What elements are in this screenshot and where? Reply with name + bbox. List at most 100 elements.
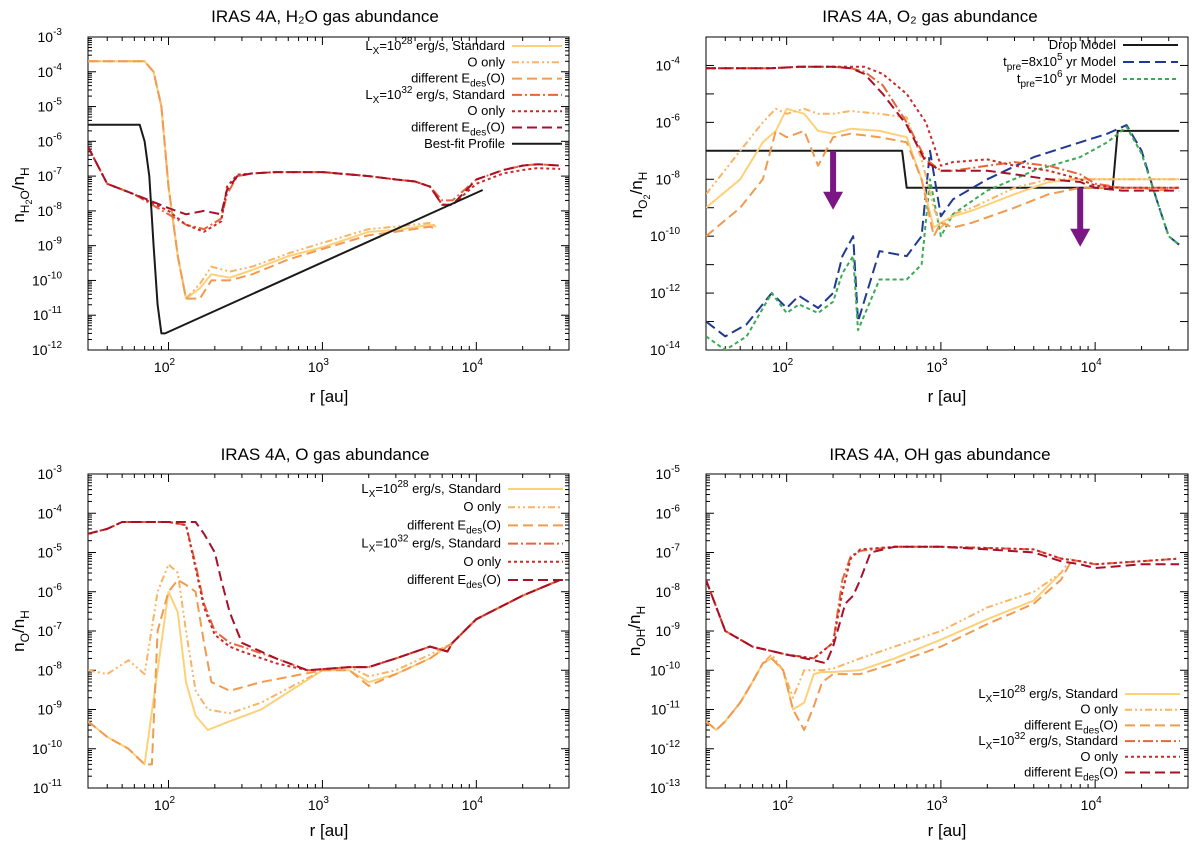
y-tick-label: 10-11	[33, 778, 63, 796]
y-tick-label: 10-7	[656, 543, 681, 561]
series-line	[706, 560, 1073, 731]
y-tick-label: 10-12	[650, 739, 680, 757]
y-tick-label: 10-12	[650, 283, 680, 301]
panel-h2o-xlabel: r [au]	[310, 387, 349, 406]
y-tick-label: 10-12	[32, 340, 62, 358]
y-tick-label: 10-4	[38, 503, 63, 521]
series-line	[706, 129, 1180, 189]
series-line	[706, 129, 1180, 238]
y-tick-label: 10-7	[38, 166, 63, 184]
x-tick-label: 102	[772, 357, 794, 375]
panel-oh-series	[706, 545, 1180, 731]
panel-oh-ylabel: nOH/nH	[625, 606, 648, 656]
y-tick-label: 10-4	[38, 62, 63, 80]
panel-o-xlabel: r [au]	[310, 821, 349, 840]
legend-label: different Edes(O)	[1024, 717, 1118, 736]
legend-label: LX=1032 erg/s, Standard	[361, 534, 501, 555]
x-tick-label: 102	[154, 795, 176, 813]
y-tick-label: 10-3	[38, 27, 63, 45]
y-tick-label: 10-6	[38, 131, 63, 149]
x-tick-label: 104	[462, 357, 484, 375]
legend-label: LX=1032 erg/s, Standard	[365, 85, 505, 106]
y-tick-label: 10-10	[650, 660, 680, 678]
legend-label: O only	[1080, 749, 1118, 764]
panel-o-title: IRAS 4A, O gas abundance	[221, 445, 430, 464]
legend-label: Best-fit Profile	[424, 136, 505, 151]
panel-o: IRAS 4A, O gas abundance nO/nH r [au] 10…	[9, 445, 570, 840]
legend-label: Drop Model	[1049, 37, 1116, 52]
legend-label: different Edes(O)	[1024, 765, 1118, 784]
x-tick-label: 103	[308, 795, 330, 813]
y-tick-label: 10-6	[656, 503, 681, 521]
panel-h2o-ticks: 102 103 104 10-12 10-11 10-10 10-9 10-8 10-7 10-6…	[32, 27, 570, 375]
legend-label: O only	[467, 103, 505, 118]
series-line	[88, 521, 561, 672]
y-tick-label: 10-7	[38, 621, 63, 639]
x-tick-label: 104	[1081, 795, 1103, 813]
y-tick-label: 10-8	[38, 660, 63, 678]
x-tick-label: 104	[1081, 357, 1103, 375]
legend-label: different Edes(O)	[407, 572, 501, 591]
series-line	[706, 125, 1180, 350]
series-line	[88, 146, 561, 233]
panel-h2o-title: IRAS 4A, H₂O gas abundance	[211, 7, 439, 26]
panel-o2: IRAS 4A, O₂ gas abundance nO2/nH r [au] …	[627, 7, 1189, 406]
y-tick-label: 10-9	[38, 700, 63, 718]
series-line	[88, 563, 561, 715]
legend-label: LX=1028 erg/s, Standard	[361, 479, 501, 500]
series-line	[88, 60, 437, 300]
legend-label: LX=1032 erg/s, Standard	[978, 731, 1118, 752]
series-line	[88, 60, 437, 300]
panel-oh-ticks: 102 103 104 10-13 10-12 10-11 10-10 10-9 10-8 10-…	[650, 464, 1189, 813]
series-line	[706, 107, 1180, 229]
series-line	[88, 521, 561, 672]
legend-label: O only	[463, 554, 501, 569]
y-tick-label: 10-10	[32, 739, 62, 757]
panel-o2-title: IRAS 4A, O₂ gas abundance	[822, 7, 1037, 26]
y-tick-label: 10-9	[656, 621, 681, 639]
x-tick-label: 103	[926, 795, 948, 813]
series-line	[88, 578, 561, 766]
legend-label: different Edes(O)	[411, 71, 505, 90]
panel-o2-ylabel: nO2/nH	[627, 172, 652, 219]
y-tick-label: 10-5	[38, 97, 63, 115]
y-tick-label: 10-6	[38, 582, 63, 600]
legend-label: LX=1028 erg/s, Standard	[978, 684, 1118, 705]
x-tick-label: 104	[462, 795, 484, 813]
panel-o-ylabel: nO/nH	[9, 610, 32, 652]
series-line	[88, 146, 561, 231]
y-tick-label: 10-4	[656, 55, 681, 73]
series-line	[706, 545, 1180, 665]
y-tick-label: 10-3	[38, 464, 63, 482]
panel-h2o-plot-frame	[87, 36, 570, 351]
panel-oh-title: IRAS 4A, OH gas abundance	[829, 445, 1050, 464]
x-tick-label: 103	[308, 357, 330, 375]
legend-label: O only	[467, 54, 505, 69]
y-tick-label: 10-11	[651, 700, 681, 718]
y-tick-label: 10-5	[656, 464, 681, 482]
series-line	[706, 124, 1180, 338]
panel-h2o: IRAS 4A, H₂O gas abundance nH2O/nH r [au…	[9, 7, 570, 406]
y-tick-label: 10-8	[656, 169, 681, 187]
series-line	[706, 65, 1180, 192]
legend-label: tpre=8x105 yr Model	[1003, 52, 1116, 73]
y-tick-label: 10-8	[38, 201, 63, 219]
legend-label: LX=1028 erg/s, Standard	[365, 36, 505, 57]
series-line	[706, 572, 1062, 731]
x-tick-label: 103	[926, 357, 948, 375]
legend-label: O only	[463, 499, 501, 514]
panel-o2-xlabel: r [au]	[928, 387, 967, 406]
series-line	[706, 545, 1180, 660]
panel-o-ticks: 102 103 104 10-11 10-10 10-9 10-8 10-7 10-6 10-5 1…	[32, 464, 570, 813]
y-tick-label: 10-8	[656, 582, 681, 600]
panel-h2o-ylabel: nH2O/nH	[9, 167, 34, 222]
y-tick-label: 10-5	[38, 543, 63, 561]
arrow-head	[1070, 228, 1091, 247]
series-line	[88, 123, 484, 335]
panel-h2o-series	[88, 60, 561, 335]
